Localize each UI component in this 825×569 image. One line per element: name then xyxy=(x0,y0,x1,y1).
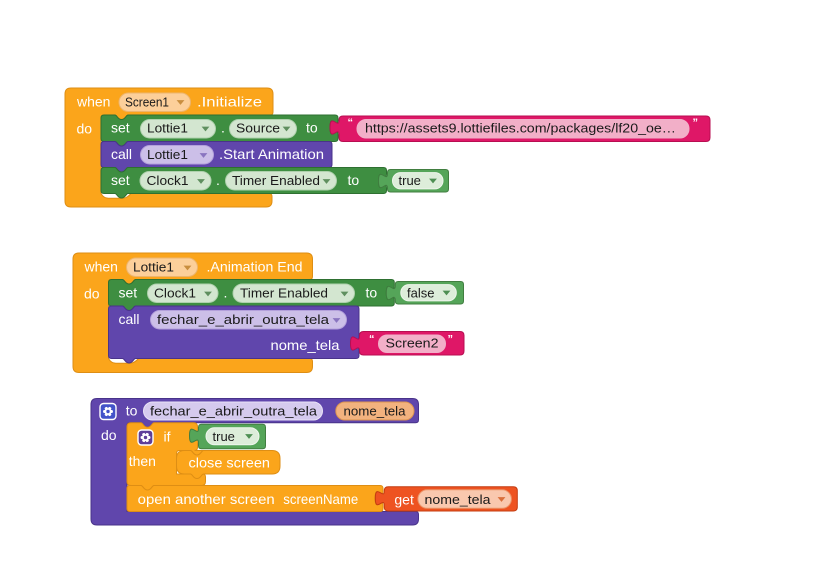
svg-text:Screen1: Screen1 xyxy=(125,95,169,110)
svg-text:nome_tela: nome_tela xyxy=(425,492,492,507)
svg-text:set: set xyxy=(119,285,138,301)
svg-text:Clock1: Clock1 xyxy=(154,286,196,301)
svg-text:do: do xyxy=(84,286,100,302)
svg-text:fechar_e_abrir_outra_tela: fechar_e_abrir_outra_tela xyxy=(157,312,330,327)
svg-text:fechar_e_abrir_outra_tela: fechar_e_abrir_outra_tela xyxy=(150,404,318,419)
svg-text:Source: Source xyxy=(236,121,280,136)
svg-text:when: when xyxy=(84,259,118,275)
svg-text:do: do xyxy=(101,427,117,443)
svg-text:.Initialize: .Initialize xyxy=(197,94,262,110)
svg-text:when: when xyxy=(76,94,110,110)
svg-text:Lottie1: Lottie1 xyxy=(147,147,188,162)
svg-text:.Start Animation: .Start Animation xyxy=(219,146,324,162)
svg-text:.: . xyxy=(221,120,225,136)
svg-text:.Animation End: .Animation End xyxy=(207,259,303,275)
svg-text:set: set xyxy=(111,172,130,188)
svg-text:Screen2: Screen2 xyxy=(386,336,439,351)
svg-text:https://assets9.lottiefiles.co: https://assets9.lottiefiles.com/packages… xyxy=(365,121,676,136)
svg-text:.: . xyxy=(224,285,228,301)
svg-text:“: “ xyxy=(369,334,375,346)
svg-text:to: to xyxy=(348,172,360,188)
svg-text:then: then xyxy=(129,453,156,469)
svg-text:screenName: screenName xyxy=(283,491,358,507)
svg-text:open another screen: open another screen xyxy=(138,491,275,507)
svg-text:do: do xyxy=(77,121,93,137)
svg-text:call: call xyxy=(111,146,132,162)
svg-text:call: call xyxy=(119,311,140,327)
svg-text:if: if xyxy=(164,429,171,445)
svg-text:to: to xyxy=(366,285,378,301)
svg-text:Lottie1: Lottie1 xyxy=(147,121,188,136)
svg-text:”: ” xyxy=(693,117,699,129)
svg-text:“: “ xyxy=(348,117,354,129)
svg-text:close screen: close screen xyxy=(189,455,271,471)
svg-text:to: to xyxy=(306,120,318,136)
svg-text:true: true xyxy=(213,429,235,444)
svg-text:set: set xyxy=(111,120,130,136)
svg-text:nome_tela: nome_tela xyxy=(271,337,340,353)
svg-text:”: ” xyxy=(448,334,454,346)
svg-text:.: . xyxy=(216,172,220,188)
svg-text:get: get xyxy=(394,492,414,508)
svg-text:Clock1: Clock1 xyxy=(147,173,189,188)
svg-text:Lottie1: Lottie1 xyxy=(133,260,174,275)
svg-text:false: false xyxy=(407,286,434,301)
svg-text:Timer Enabled: Timer Enabled xyxy=(232,173,320,188)
svg-text:true: true xyxy=(399,173,421,188)
svg-text:Timer Enabled: Timer Enabled xyxy=(240,286,328,301)
svg-text:to: to xyxy=(126,403,138,419)
svg-text:nome_tela: nome_tela xyxy=(344,404,407,419)
